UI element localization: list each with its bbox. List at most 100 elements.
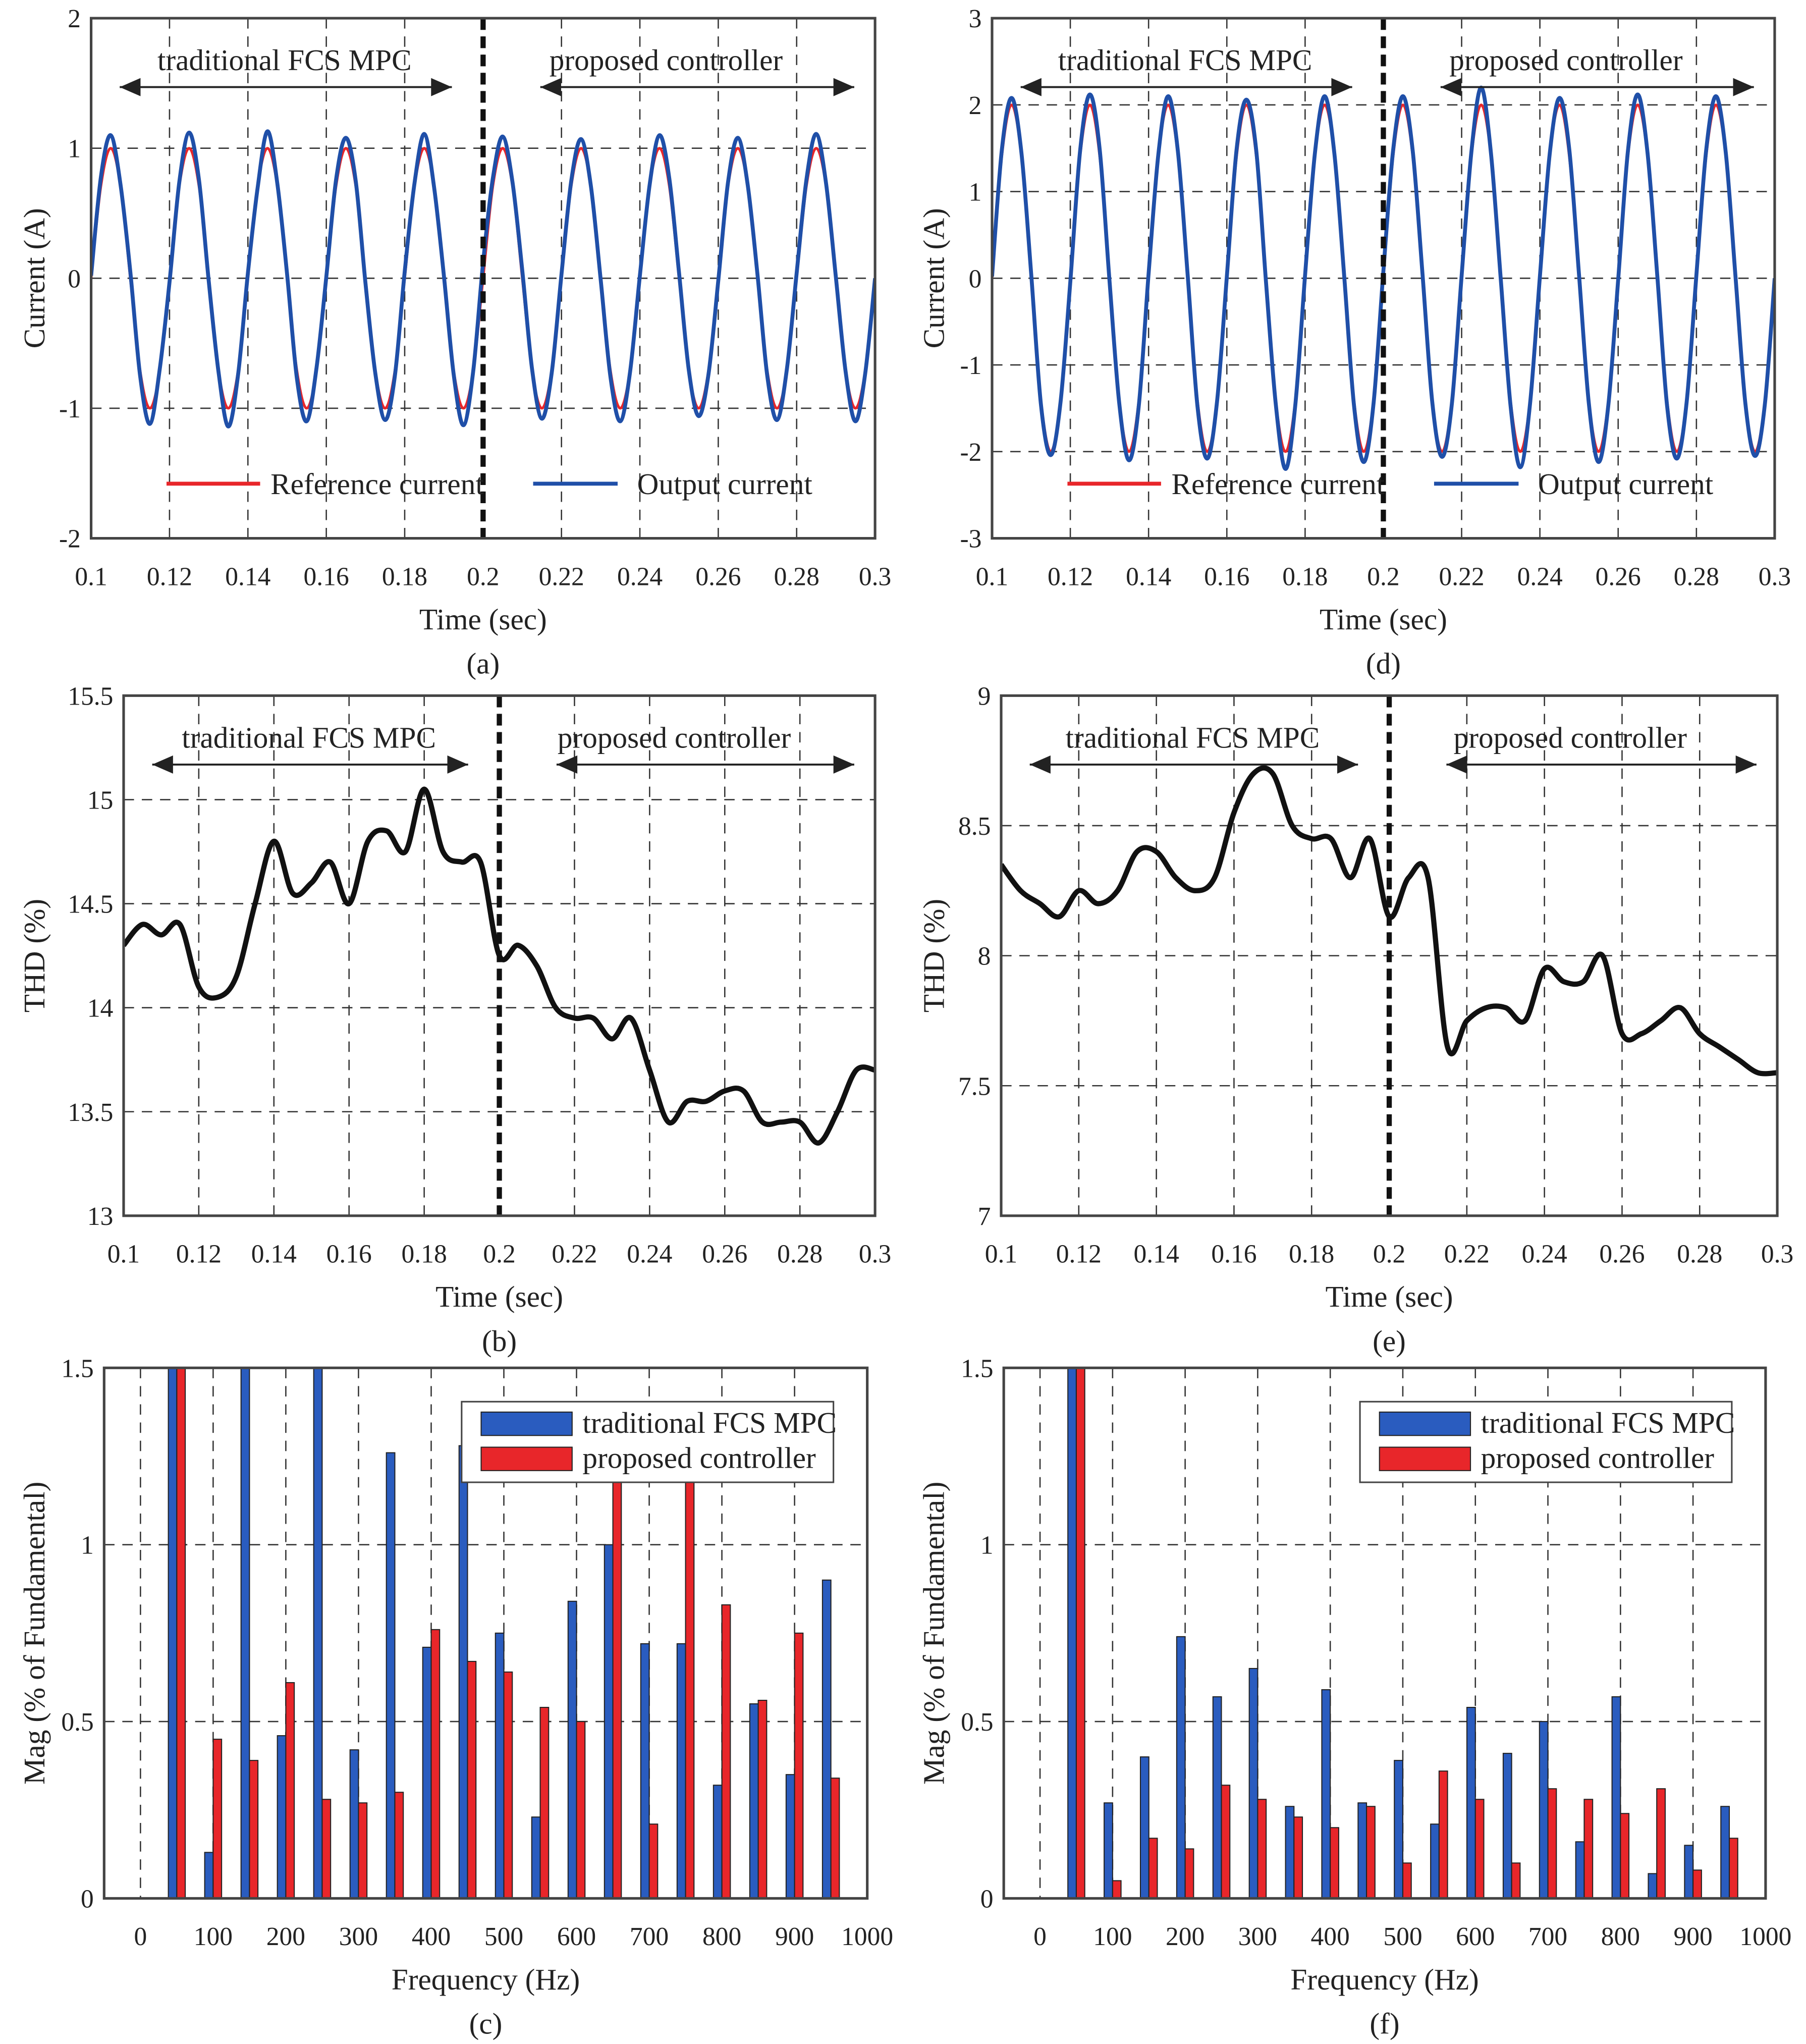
bar [1321,1689,1331,1899]
bar [1394,1760,1404,1899]
bar [1366,1806,1376,1899]
plot [123,786,875,1146]
annotation: traditional FCS MPC [1066,721,1320,754]
x-tick-label: 0.24 [1522,1240,1567,1269]
arrow-head [1440,78,1462,96]
x-tick-label: 200 [1166,1922,1205,1951]
x-tick-label: 600 [1456,1922,1495,1951]
x-axis-label: Time (sec) [419,603,547,636]
caption: (e) [1373,1324,1406,1358]
x-tick-label: 0.28 [774,562,819,591]
bar [313,1368,323,1899]
x-axis-label: Time (sec) [435,1280,563,1313]
bar [285,1682,295,1899]
x-tick-label: 0.16 [1211,1240,1256,1269]
x-tick-label: 0.1 [985,1240,1017,1269]
series-line [91,129,875,428]
x-tick-label: 0.12 [147,562,192,591]
x-tick-label: 0.3 [859,562,891,591]
x-tick-label: 0 [1033,1922,1047,1951]
x-tick-label: 900 [1673,1922,1712,1951]
x-tick-label: 0.1 [107,1240,140,1269]
bar [1502,1753,1512,1899]
y-tick-label: -2 [59,525,81,554]
bar [277,1735,287,1899]
x-tick-label: 0.24 [617,562,663,591]
x-tick-label: 0.24 [627,1240,672,1269]
bar [1257,1799,1267,1899]
y-tick-label: 1 [81,1531,94,1560]
x-axis-label: Frequency (Hz) [392,1963,580,1996]
arrow-head [1020,78,1042,96]
legend-label: proposed controller [1481,1441,1715,1475]
bar [721,1604,731,1899]
arrow-head [833,78,854,96]
arrow-head [431,78,452,96]
bar [1112,1880,1122,1899]
bar [495,1632,505,1899]
y-tick-label: 0.5 [61,1708,93,1737]
x-tick-label: 0.28 [1674,562,1719,591]
y-tick-label: 7 [978,1202,991,1231]
bar [386,1452,396,1899]
x-tick-label: 0.28 [1677,1240,1722,1269]
bar [531,1816,541,1899]
bar [785,1774,795,1899]
bar [576,1721,586,1899]
annotation: traditional FCS MPC [1058,43,1312,77]
bar [640,1643,650,1899]
annotation: proposed controller [558,721,791,754]
x-tick-label: 0.26 [695,562,741,591]
x-tick-label: 400 [412,1922,451,1951]
x-tick-label: 0.2 [1373,1240,1405,1269]
bar [1728,1838,1738,1899]
bar [358,1802,368,1899]
bar [1575,1841,1585,1899]
legend-label: Output current [1538,467,1714,501]
x-axis-label: Time (sec) [1326,1280,1453,1313]
y-axis-label: Current (A) [18,208,51,348]
arrow-head [447,755,468,774]
x-tick-label: 0.18 [1289,1240,1334,1269]
bar [1067,1368,1077,1899]
annotation: traditional FCS MPC [182,721,436,754]
panel: 0 100 200 300 400 500 600 700 800 900 1000 0 0.5 1 1.5… [917,1354,1792,2040]
bar [204,1852,214,1899]
y-tick-label: -2 [960,438,981,467]
bar [1330,1827,1339,1899]
y-tick-label: 1.5 [961,1354,993,1383]
x-tick-label: 900 [775,1922,814,1951]
bar [612,1473,622,1899]
y-tick-label: 15 [87,786,114,815]
y-tick-label: -1 [960,351,981,380]
bar [539,1707,550,1899]
x-tick-label: 0.1 [976,562,1008,591]
bar [676,1643,686,1899]
bar [1684,1845,1694,1899]
x-tick-label: 0.24 [1517,562,1563,591]
x-tick-label: 300 [1238,1922,1277,1951]
x-tick-label: 500 [484,1922,523,1951]
caption: (b) [482,1324,517,1358]
bar [458,1445,468,1899]
y-tick-label: 0 [980,1885,994,1913]
legend-swatch [480,1446,573,1471]
panel: 0.1 0.12 0.14 0.16 0.18 0.2 0.22 0.24 0.26 0.28 0.… [18,5,891,680]
x-axis-label: Time (sec) [1320,603,1447,636]
bar [394,1792,404,1899]
y-axis-label: THD (%) [917,899,951,1012]
bar [1656,1788,1666,1899]
bar [422,1646,432,1899]
annotation: proposed controller [1449,43,1683,77]
legend-swatch [480,1411,573,1436]
legend-label: Reference current [1172,467,1385,501]
x-tick-label: 0.22 [1444,1240,1490,1269]
y-tick-label: 0 [969,264,982,293]
y-tick-label: 8 [978,942,991,971]
bar [794,1632,804,1899]
x-tick-label: 0.22 [552,1240,597,1269]
bar [176,1368,186,1899]
bar [1692,1869,1702,1899]
bar [212,1739,223,1899]
